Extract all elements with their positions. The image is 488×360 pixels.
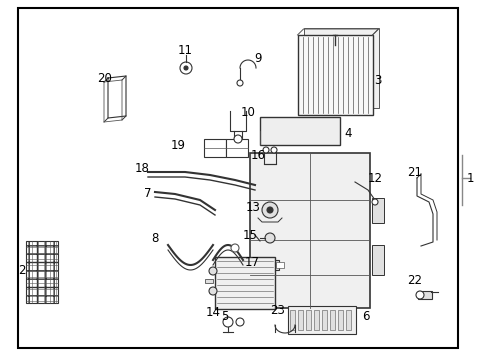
Text: 10: 10 [240, 105, 255, 118]
Circle shape [415, 291, 423, 299]
Bar [204, 279, 213, 283]
Circle shape [230, 244, 239, 252]
Text: 19: 19 [170, 139, 185, 152]
Circle shape [237, 80, 243, 86]
Bar [297, 310, 302, 330]
Bar [329, 310, 334, 330]
Text: 8: 8 [151, 231, 159, 244]
Bar [275, 262, 284, 268]
Text: 5: 5 [221, 310, 228, 323]
Circle shape [270, 147, 276, 153]
Text: 13: 13 [245, 201, 260, 213]
Bar [264, 260, 279, 270]
Text: 1: 1 [465, 171, 473, 185]
Text: 9: 9 [254, 51, 261, 64]
Text: 21: 21 [407, 166, 422, 179]
Bar [290, 127, 295, 139]
Text: 18: 18 [134, 162, 149, 175]
Bar [417, 291, 431, 299]
Circle shape [262, 202, 278, 218]
Bar [280, 124, 335, 142]
Text: 16: 16 [250, 149, 265, 162]
Bar [260, 117, 339, 144]
Text: 14: 14 [205, 306, 220, 319]
Bar [289, 310, 294, 330]
Text: 4: 4 [344, 126, 351, 140]
Text: 20: 20 [98, 72, 112, 85]
Bar [26, 241, 58, 303]
Bar [325, 127, 330, 139]
Bar [225, 139, 247, 157]
Bar [321, 310, 326, 330]
Text: 23: 23 [270, 303, 285, 316]
Bar [311, 127, 316, 139]
Bar [318, 127, 323, 139]
Bar [313, 310, 318, 330]
Bar [303, 28, 378, 108]
Bar [215, 257, 274, 309]
Circle shape [236, 318, 244, 326]
Bar [371, 245, 383, 275]
Circle shape [234, 135, 242, 143]
Text: 7: 7 [144, 186, 151, 199]
Bar [287, 306, 355, 334]
Bar [304, 127, 309, 139]
Bar [371, 198, 383, 222]
Circle shape [208, 267, 217, 275]
Circle shape [208, 287, 217, 295]
Bar [297, 127, 302, 139]
Text: 12: 12 [367, 171, 382, 185]
Text: 22: 22 [407, 274, 422, 287]
Bar [345, 310, 350, 330]
Bar [203, 139, 225, 157]
Circle shape [266, 207, 272, 213]
Bar [283, 127, 288, 139]
Circle shape [371, 199, 377, 205]
Text: 15: 15 [242, 229, 257, 242]
Circle shape [223, 317, 232, 327]
Circle shape [183, 66, 187, 70]
Bar [337, 310, 342, 330]
Circle shape [264, 233, 274, 243]
Bar [305, 310, 310, 330]
Bar [249, 153, 369, 307]
Bar [18, 8, 457, 348]
Text: 17: 17 [244, 256, 259, 269]
Text: 6: 6 [362, 310, 369, 323]
Text: 2: 2 [18, 264, 26, 276]
Text: 11: 11 [177, 44, 192, 57]
Circle shape [180, 62, 192, 74]
Bar [297, 35, 372, 115]
Text: 3: 3 [373, 73, 381, 86]
Circle shape [263, 147, 268, 153]
